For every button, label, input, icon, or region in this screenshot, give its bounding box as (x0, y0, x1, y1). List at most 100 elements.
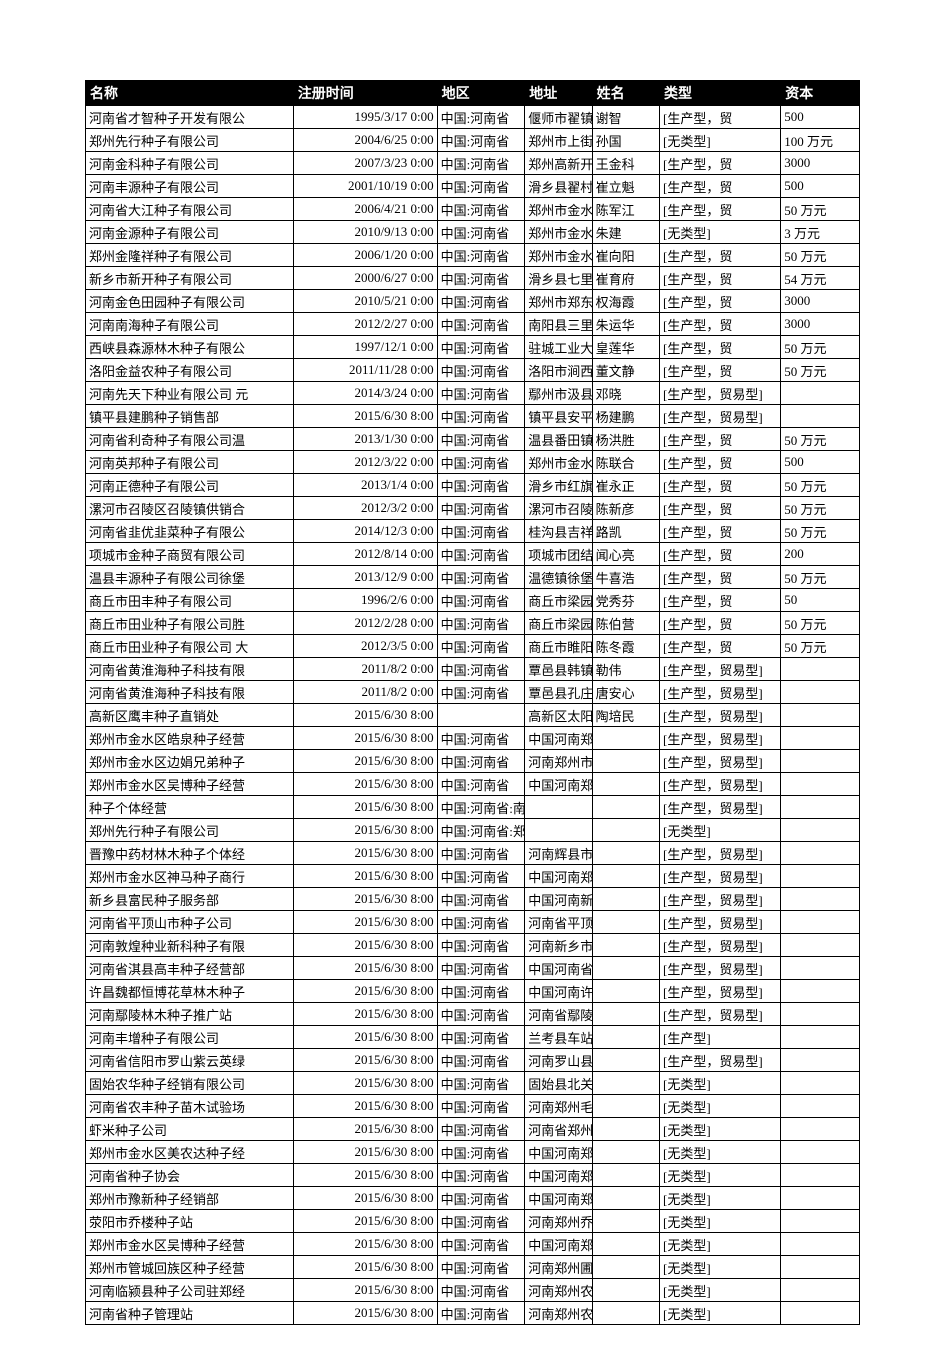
cell (781, 1026, 860, 1049)
cell: 2015/6/30 8:00 (293, 1026, 437, 1049)
cell: 50 万元 (781, 635, 860, 658)
cell: 50 万元 (781, 612, 860, 635)
cell: 郑州市金水区吴博种子经营 (86, 773, 294, 796)
cell: 河南省韭优韭菜种子有限公 (86, 520, 294, 543)
cell (781, 1118, 860, 1141)
cell (592, 1187, 659, 1210)
cell (781, 865, 860, 888)
cell: 中国:河南省 (437, 934, 525, 957)
cell: 陈联合 (592, 451, 659, 474)
cell: 50 (781, 589, 860, 612)
table-row: 固始农华种子经销有限公司2015/6/30 8:00中国:河南省固始县北关淮河路… (86, 1072, 860, 1095)
cell: 2015/6/30 8:00 (293, 750, 437, 773)
cell: 中国:河南省 (437, 1026, 525, 1049)
cell (781, 888, 860, 911)
cell: 新乡市新开种子有限公司 (86, 267, 294, 290)
cell: [无类型] (659, 1072, 780, 1095)
cell: 中国:河南省 (437, 911, 525, 934)
cell: 2015/6/30 8:00 (293, 934, 437, 957)
cell: 2015/6/30 8:00 (293, 1049, 437, 1072)
cell: 许昌魏都恒博花草林木种子 (86, 980, 294, 1003)
table-row: 郑州市金水区吴博种子经营2015/6/30 8:00中国:河南省中国河南郑州市金… (86, 1233, 860, 1256)
cell: 中国:河南省 (437, 865, 525, 888)
cell (781, 1210, 860, 1233)
cell (592, 819, 659, 842)
cell: [生产型，贸易型] (659, 681, 780, 704)
table-row: 河南敦煌种业新科种子有限2015/6/30 8:00中国:河南省河南新乡市新汲路… (86, 934, 860, 957)
cell: 中国:河南省 (437, 474, 525, 497)
cell: 鄢州市汲县 (525, 382, 592, 405)
cell: [生产型，贸 (659, 336, 780, 359)
cell (592, 911, 659, 934)
cell: 河南金色田园种子有限公司 (86, 290, 294, 313)
cell: 中国:河南省 (437, 773, 525, 796)
cell: 杨建鹏 (592, 405, 659, 428)
cell: 勒伟 (592, 658, 659, 681)
cell: 郑州先行种子有限公司 (86, 129, 294, 152)
table-row: 河南省种子协会2015/6/30 8:00中国:河南省中国河南郑州市金水区[无类… (86, 1164, 860, 1187)
cell: 镇平县安平 (525, 405, 592, 428)
cell: 新乡县富民种子服务部 (86, 888, 294, 911)
cell: 2010/9/13 0:00 (293, 221, 437, 244)
cell: [无类型] (659, 1095, 780, 1118)
table-row: 河南省韭优韭菜种子有限公2014/12/3 0:00中国:河南省桂沟县吉祥路凯[… (86, 520, 860, 543)
cell: 2015/6/30 8:00 (293, 1233, 437, 1256)
cell: 中国:河南省 (437, 1141, 525, 1164)
cell: [生产型，贸 (659, 313, 780, 336)
cell: 郑州市金水区皓泉种子经营 (86, 727, 294, 750)
cell: [生产型，贸 (659, 106, 780, 129)
table-row: 河南先天下种业有限公司 元2014/3/24 0:00中国:河南省鄢州市汲县邓晓… (86, 382, 860, 405)
table-row: 新乡县富民种子服务部2015/6/30 8:00中国:河南省中国河南新乡县河南省… (86, 888, 860, 911)
cell: [生产型，贸 (659, 175, 780, 198)
cell (592, 750, 659, 773)
table-row: 荥阳市乔楼种子站2015/6/30 8:00中国:河南省河南郑州乔楼乡乔楼村[无… (86, 1210, 860, 1233)
table-row: 漯河市召陵区召陵镇供销合2012/3/2 0:00中国:河南省漯河市召陵陈新彦[… (86, 497, 860, 520)
table-row: 郑州市金水区边娟兄弟种子2015/6/30 8:00中国:河南省河南郑州市金水区… (86, 750, 860, 773)
cell: 河南省信阳市罗山紫云英绿 (86, 1049, 294, 1072)
cell: 2015/6/30 8:00 (293, 819, 437, 842)
cell: 2015/6/30 8:00 (293, 1164, 437, 1187)
cell: 2000/6/27 0:00 (293, 267, 437, 290)
cell: 2012/3/2 0:00 (293, 497, 437, 520)
cell: 2006/1/20 0:00 (293, 244, 437, 267)
cell: 河南丰源种子有限公司 (86, 175, 294, 198)
cell (781, 1187, 860, 1210)
cell: [生产型，贸易型] (659, 658, 780, 681)
cell: 中国:河南省 (437, 1233, 525, 1256)
cell: 邓晓 (592, 382, 659, 405)
col-header-0: 名称 (86, 81, 294, 106)
cell: 50 万元 (781, 336, 860, 359)
table-row: 河南省利奇种子有限公司温2013/1/30 0:00中国:河南省温县番田镇杨洪胜… (86, 428, 860, 451)
cell: 河南郑州圃田乡西刘庄 (525, 1256, 592, 1279)
cell: 河南先天下种业有限公司 元 (86, 382, 294, 405)
cell: [生产型，贸 (659, 451, 780, 474)
cell: 中国:河南省 (437, 635, 525, 658)
cell: 谢智 (592, 106, 659, 129)
cell: 河南南海种子有限公司 (86, 313, 294, 336)
cell: 河南省大江种子有限公司 (86, 198, 294, 221)
cell: 商丘市田业种子有限公司胜 (86, 612, 294, 635)
cell: 2015/6/30 8:00 (293, 1256, 437, 1279)
cell: [生产型，贸易型] (659, 727, 780, 750)
cell: 1996/2/6 0:00 (293, 589, 437, 612)
cell: [生产型，贸 (659, 474, 780, 497)
cell: 河南正德种子有限公司 (86, 474, 294, 497)
cell (781, 750, 860, 773)
cell: [无类型] (659, 1118, 780, 1141)
cell: 郑州市管城回族区种子经营 (86, 1256, 294, 1279)
table-row: 郑州市金水区神马种子商行2015/6/30 8:00中国:河南省中国河南郑州市二… (86, 865, 860, 888)
col-header-2: 地区 (437, 81, 525, 106)
cell: 2012/8/14 0:00 (293, 543, 437, 566)
cell (592, 934, 659, 957)
cell (781, 773, 860, 796)
cell: 郑州市郑东 (525, 290, 592, 313)
cell (592, 980, 659, 1003)
cell: 商丘市梁园 (525, 589, 592, 612)
cell: 河南英邦种子有限公司 (86, 451, 294, 474)
cell: [生产型，贸易型] (659, 934, 780, 957)
cell (592, 1049, 659, 1072)
cell: 驻城工业大 (525, 336, 592, 359)
table-row: 郑州市豫新种子经销部2015/6/30 8:00中国:河南省中国河南郑州市金水区… (86, 1187, 860, 1210)
cell: 中国:河南省 (437, 1003, 525, 1026)
cell: 高新区鹰丰种子直销处 (86, 704, 294, 727)
